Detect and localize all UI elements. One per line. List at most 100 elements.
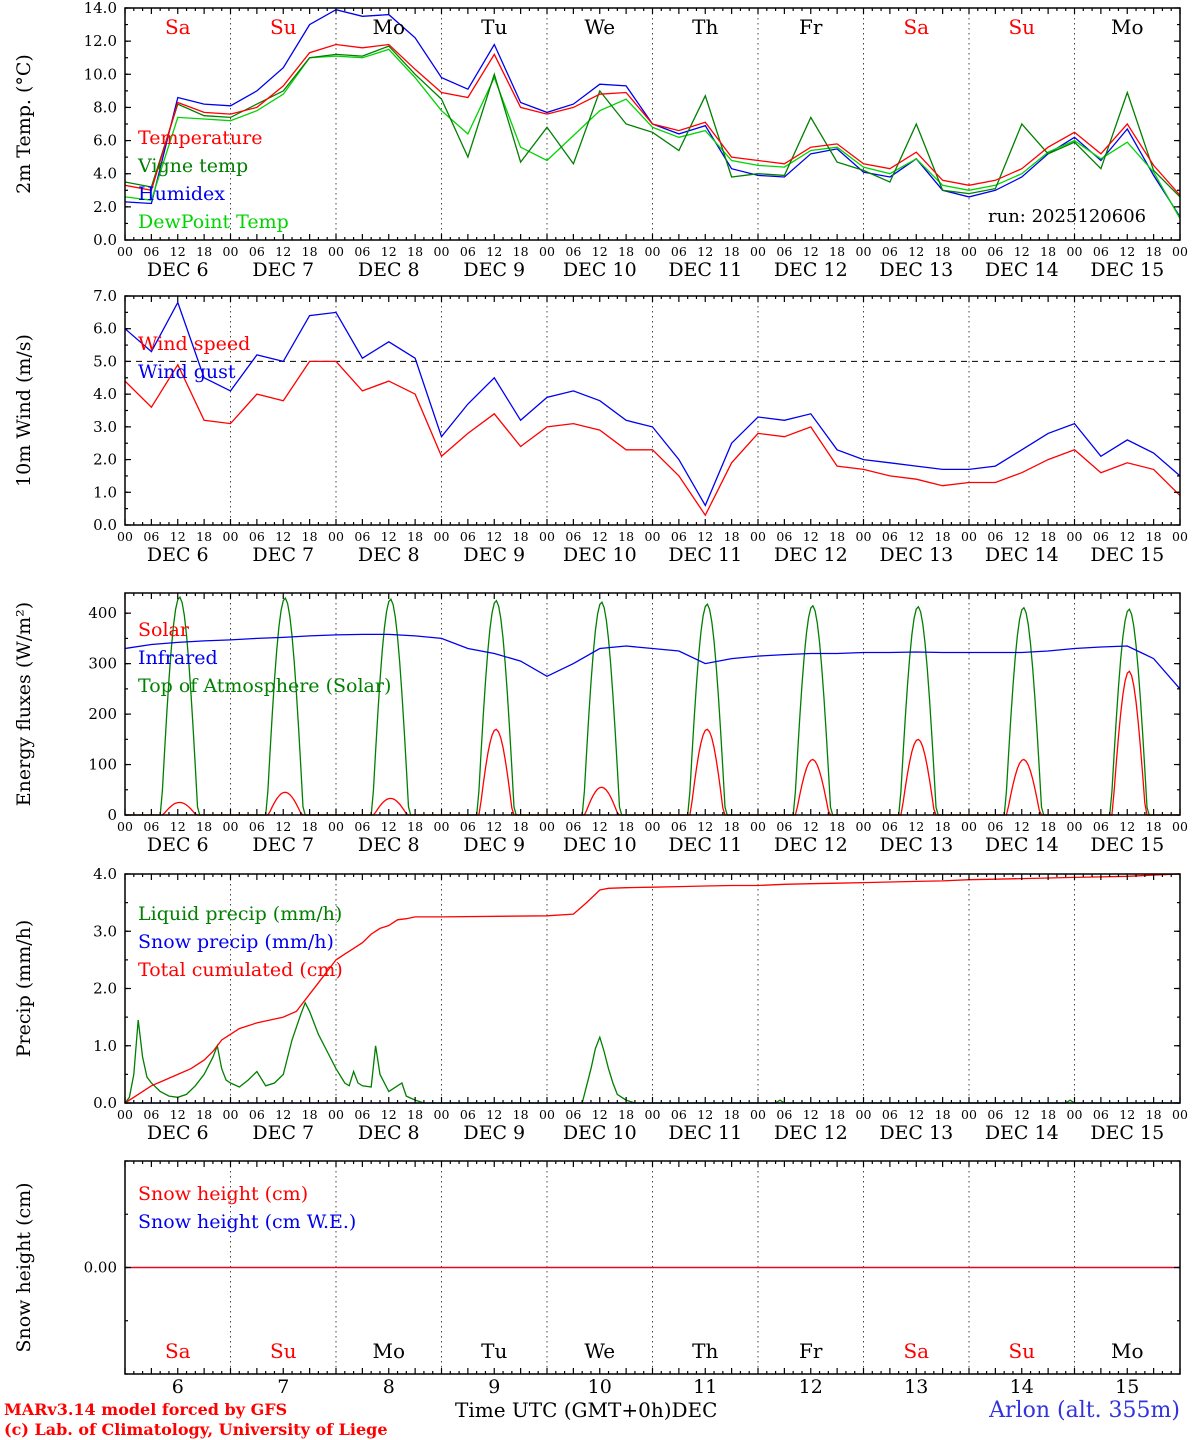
day-name-bottom: Su	[1008, 1339, 1035, 1363]
y-tick-label: 0.00	[84, 1259, 117, 1277]
x-day-number: 12	[799, 1376, 823, 1398]
x-day-label: DEC 15	[1090, 259, 1164, 281]
x-tick-label: 12	[486, 244, 502, 259]
series-wind-gust	[124, 300, 1181, 507]
x-tick-label: 00	[117, 1107, 133, 1122]
y-tick-label: 4.0	[93, 385, 117, 403]
series-infrared	[124, 633, 1181, 690]
x-tick-label: 00	[1172, 529, 1188, 544]
x-tick-label: 12	[908, 244, 924, 259]
x-tick-label: 00	[539, 1107, 555, 1122]
snow-legend: Snow height (cm) Snow height (cm W.E.)	[138, 1180, 356, 1236]
y-axis-title-temp: 2m Temp. (°C)	[13, 54, 35, 194]
x-day-label: DEC 7	[252, 544, 314, 566]
x-tick-label: 00	[1172, 244, 1188, 259]
x-tick-label: 12	[486, 1107, 502, 1122]
x-tick-label: 12	[697, 529, 713, 544]
x-tick-label: 18	[724, 244, 740, 259]
x-tick-label: 18	[513, 529, 529, 544]
x-day-label: DEC 8	[358, 544, 420, 566]
y-tick-label: 0.0	[93, 1094, 117, 1112]
series-dewpoint-temp	[124, 48, 1181, 219]
y-axis-title-snow: Snow height (cm)	[13, 1182, 35, 1352]
day-name-top: We	[584, 15, 615, 39]
x-day-label: DEC 15	[1090, 1122, 1164, 1144]
x-day-label: DEC 11	[668, 544, 742, 566]
day-name-bottom: Th	[692, 1339, 718, 1363]
x-tick-label: 06	[987, 529, 1003, 544]
x-tick-label: 00	[856, 819, 872, 834]
y-tick-label: 3.0	[93, 418, 117, 436]
y-tick-label: 6.0	[93, 132, 117, 150]
x-tick-label: 00	[856, 529, 872, 544]
x-day-label: DEC 7	[252, 259, 314, 281]
x-tick-label: 00	[223, 819, 239, 834]
x-day-number: 13	[904, 1376, 928, 1398]
x-tick-label: 18	[829, 819, 845, 834]
legend-solar: Solar	[138, 619, 189, 641]
x-tick-label: 18	[1146, 1107, 1162, 1122]
x-tick-label: 06	[882, 819, 898, 834]
x-tick-label: 00	[961, 244, 977, 259]
y-tick-label: 400	[88, 604, 117, 622]
x-tick-label: 00	[328, 244, 344, 259]
x-day-label: DEC 9	[463, 259, 525, 281]
x-day-label: DEC 6	[147, 834, 209, 856]
x-day-label: DEC 10	[563, 834, 637, 856]
legend-snow-height-we: Snow height (cm W.E.)	[138, 1211, 357, 1233]
legend-humidex: Humidex	[138, 183, 226, 205]
day-name-top: Su	[270, 15, 297, 39]
legend-snow-precip: Snow precip (mm/h)	[138, 931, 334, 953]
x-day-number: 7	[277, 1376, 289, 1398]
legend-wind-gust: Wind gust	[138, 361, 236, 383]
x-tick-label: 06	[1093, 244, 1109, 259]
x-tick-label: 00	[961, 1107, 977, 1122]
x-tick-label: 00	[328, 1107, 344, 1122]
y-tick-label: 4.0	[93, 865, 117, 883]
x-day-label: DEC 11	[668, 1122, 742, 1144]
x-tick-label: 12	[592, 529, 608, 544]
x-tick-label: 00	[645, 529, 661, 544]
x-tick-label: 06	[1093, 1107, 1109, 1122]
x-tick-label: 06	[143, 819, 159, 834]
x-tick-label: 06	[776, 244, 792, 259]
x-day-number: 11	[693, 1376, 717, 1398]
x-tick-label: 12	[381, 529, 397, 544]
x-tick-label: 12	[170, 819, 186, 834]
x-tick-label: 00	[645, 819, 661, 834]
x-day-label: DEC 12	[774, 834, 848, 856]
x-tick-label: 06	[671, 244, 687, 259]
x-tick-label: 00	[750, 819, 766, 834]
x-tick-label: 12	[592, 1107, 608, 1122]
y-tick-label: 12.0	[84, 32, 117, 50]
x-day-label: DEC 8	[358, 259, 420, 281]
x-tick-label: 06	[776, 1107, 792, 1122]
x-tick-label: 06	[460, 1107, 476, 1122]
x-tick-label: 18	[513, 819, 529, 834]
x-tick-label: 12	[275, 529, 291, 544]
y-axis-title-energy: Energy fluxes (W/m²)	[13, 602, 35, 806]
day-name-bottom: Tu	[481, 1339, 507, 1363]
x-tick-label: 06	[565, 1107, 581, 1122]
x-tick-label: 06	[1093, 529, 1109, 544]
x-tick-label: 18	[196, 244, 212, 259]
x-tick-label: 18	[829, 1107, 845, 1122]
x-tick-label: 18	[196, 1107, 212, 1122]
x-tick-label: 12	[803, 529, 819, 544]
x-tick-label: 18	[829, 529, 845, 544]
panel-frame-wind	[124, 295, 1181, 526]
x-day-label: DEC 9	[463, 1122, 525, 1144]
x-tick-label: 06	[565, 819, 581, 834]
x-day-label: DEC 13	[879, 259, 953, 281]
y-tick-label: 300	[88, 655, 117, 673]
x-day-label: DEC 14	[985, 834, 1059, 856]
y-tick-label: 0.0	[93, 231, 117, 249]
x-day-number: 10	[588, 1376, 612, 1398]
x-tick-label: 18	[935, 1107, 951, 1122]
x-tick-label: 00	[750, 1107, 766, 1122]
x-tick-label: 12	[803, 244, 819, 259]
x-tick-label: 18	[407, 529, 423, 544]
x-tick-label: 18	[302, 819, 318, 834]
wind-legend: Wind speed Wind gust	[138, 330, 250, 386]
